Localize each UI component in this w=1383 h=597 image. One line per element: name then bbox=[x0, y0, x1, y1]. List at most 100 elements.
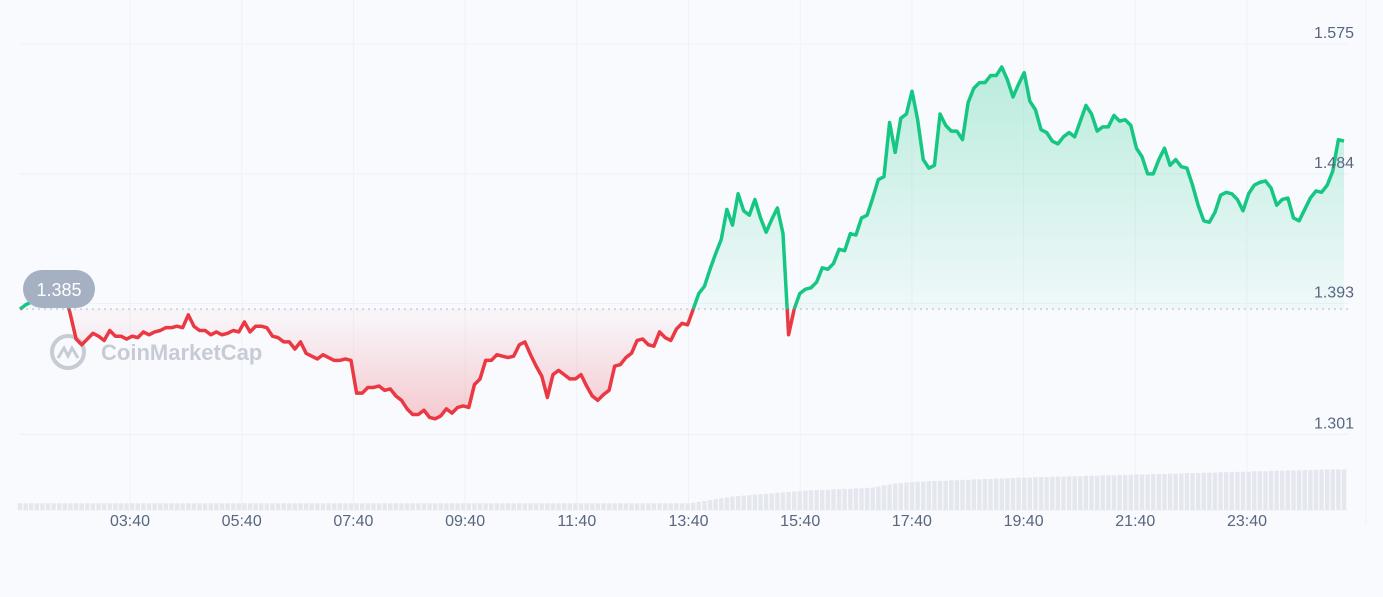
volume-bar bbox=[842, 488, 847, 510]
volume-bar bbox=[191, 503, 197, 510]
volume-bar bbox=[965, 479, 971, 510]
volume-bar bbox=[73, 503, 79, 510]
y-tick-label: 1.484 bbox=[1314, 155, 1354, 172]
x-tick-label: 05:40 bbox=[222, 513, 262, 530]
volume-bar bbox=[707, 500, 713, 510]
volume-bar bbox=[567, 503, 572, 510]
volume-bar bbox=[1167, 473, 1173, 510]
volume-bar bbox=[618, 503, 623, 510]
volume-bar bbox=[511, 503, 516, 510]
volume-bar bbox=[943, 480, 948, 510]
volume-bar bbox=[1341, 469, 1347, 510]
volume-bar bbox=[921, 481, 926, 510]
x-tick-label: 11:40 bbox=[557, 513, 596, 530]
y-axis: 1.575 1.484 1.393 1.301 bbox=[1314, 25, 1354, 432]
volume-bar bbox=[96, 503, 101, 510]
volume-bar bbox=[691, 502, 696, 510]
volume-bar bbox=[696, 501, 702, 510]
volume-bar bbox=[1128, 474, 1134, 510]
volume-bar bbox=[90, 503, 96, 510]
volume-bar bbox=[281, 503, 286, 510]
volume-bar bbox=[1038, 477, 1044, 510]
volume-bar bbox=[62, 503, 68, 510]
volume-bar bbox=[1145, 474, 1150, 510]
volume-bar bbox=[780, 492, 786, 510]
volume-bar bbox=[545, 503, 550, 510]
volume-bar bbox=[1246, 471, 1251, 510]
volume-bar bbox=[113, 503, 118, 510]
volume-bar bbox=[881, 485, 887, 510]
volume-bar bbox=[214, 503, 219, 510]
volume-bar bbox=[399, 503, 404, 510]
volume-bar bbox=[393, 503, 399, 510]
volume-bar bbox=[1268, 470, 1274, 510]
volume-bar bbox=[640, 503, 645, 510]
price-area-up bbox=[20, 67, 1344, 310]
volume-bar bbox=[315, 503, 320, 510]
volume-bar bbox=[421, 503, 427, 510]
volume-bar bbox=[45, 503, 51, 510]
price-line-down bbox=[19, 309, 797, 421]
volume-bar bbox=[303, 503, 309, 510]
volume-bar bbox=[107, 503, 112, 510]
volume-bar bbox=[146, 503, 152, 510]
volume-bar bbox=[1179, 473, 1184, 510]
volume-bar bbox=[1308, 469, 1313, 510]
y-tick-label: 1.301 bbox=[1314, 415, 1354, 432]
volume-bar bbox=[578, 503, 584, 510]
volume-bar bbox=[573, 503, 578, 510]
volume-bar bbox=[820, 489, 825, 510]
volume-bar bbox=[595, 503, 601, 510]
volume-bar bbox=[1173, 473, 1178, 510]
volume-bar bbox=[1330, 469, 1335, 510]
volume-bar bbox=[29, 503, 34, 510]
volume-bar bbox=[1078, 476, 1083, 510]
volume-bar bbox=[646, 503, 651, 510]
volume-bar bbox=[135, 503, 141, 510]
volume-bar bbox=[747, 495, 752, 510]
volume-bar bbox=[40, 503, 45, 510]
volume-bar bbox=[786, 492, 791, 510]
volume-bar bbox=[949, 480, 954, 510]
volume-bar bbox=[556, 503, 561, 510]
volume-bar bbox=[1050, 476, 1055, 510]
volume-bar bbox=[1066, 476, 1072, 510]
volume-bar bbox=[1010, 478, 1016, 510]
volume-bar bbox=[1201, 472, 1206, 510]
volume-bar bbox=[1285, 470, 1291, 510]
volume-bar bbox=[758, 494, 763, 510]
volume-bar bbox=[836, 489, 842, 510]
volume-bar bbox=[489, 503, 494, 510]
volume-bar bbox=[977, 479, 982, 510]
volume-bar bbox=[1240, 471, 1246, 510]
volume-bar bbox=[612, 503, 617, 510]
volume-bar bbox=[892, 483, 898, 510]
volume-bar bbox=[741, 495, 746, 510]
open-price-badge: 1.385 bbox=[23, 270, 95, 308]
volume-bar bbox=[539, 503, 544, 510]
volume-bar bbox=[427, 503, 432, 510]
volume-bar bbox=[57, 503, 62, 510]
volume-bar bbox=[1027, 477, 1033, 510]
volume-bar bbox=[1016, 477, 1021, 510]
volume-bar bbox=[236, 503, 241, 510]
volume-bar bbox=[1117, 474, 1122, 510]
volume-bar bbox=[118, 503, 124, 510]
volume-bar bbox=[1033, 477, 1038, 510]
x-tick-label: 23:40 bbox=[1227, 513, 1267, 530]
volume-bar bbox=[1274, 470, 1279, 510]
volume-bar bbox=[870, 487, 875, 510]
volume-bar bbox=[808, 490, 814, 510]
volume-bar bbox=[876, 486, 881, 510]
volume-bar bbox=[466, 503, 472, 510]
volume-bar bbox=[388, 503, 393, 510]
volume-bar bbox=[1094, 475, 1100, 510]
volume-bar bbox=[1263, 471, 1268, 510]
volume-bar bbox=[174, 503, 180, 510]
volume-bar bbox=[999, 478, 1004, 510]
y-tick-label: 1.393 bbox=[1314, 284, 1354, 301]
volume-bar bbox=[1252, 471, 1257, 510]
x-tick-label: 15:40 bbox=[780, 513, 820, 530]
